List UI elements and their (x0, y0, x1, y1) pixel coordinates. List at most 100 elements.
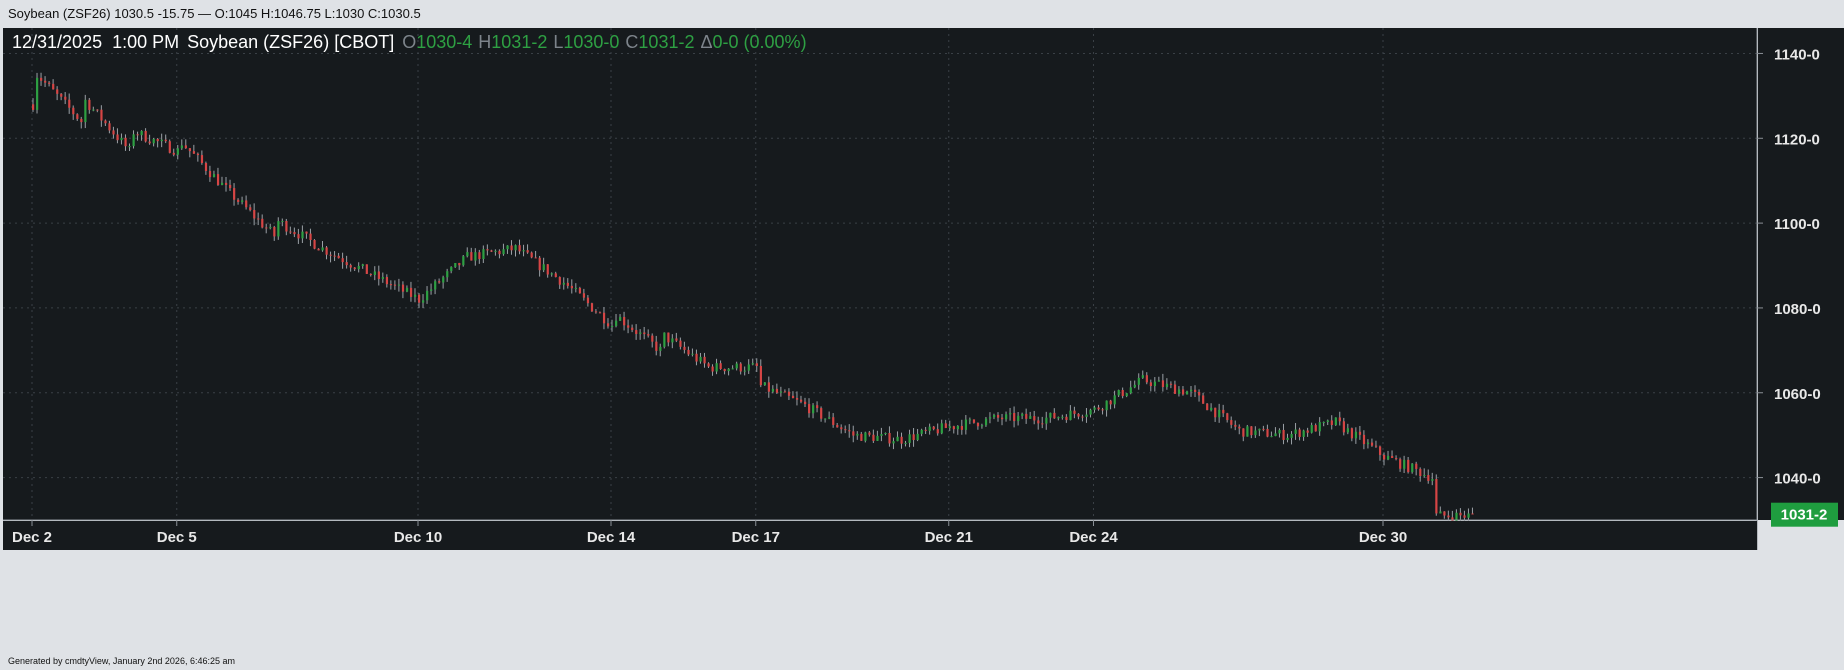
candle-body (216, 174, 220, 185)
candle-body (313, 240, 316, 249)
candle-body (703, 356, 706, 364)
candle-body (1093, 407, 1096, 410)
candle-body (1181, 389, 1185, 395)
candle-body (514, 245, 517, 251)
candle-body (816, 405, 819, 409)
candle-body (832, 417, 835, 425)
candle-body (1218, 409, 1221, 418)
candle-body (1214, 407, 1217, 418)
candle-body (401, 284, 405, 292)
candle-body (405, 287, 409, 292)
candle-body (715, 363, 718, 372)
time-tick-label: Dec 2 (12, 529, 52, 546)
candle-body (446, 271, 449, 278)
candle-body (241, 200, 244, 202)
candle-body (952, 426, 955, 430)
candle-body (1443, 511, 1446, 516)
candle-body (747, 364, 750, 371)
candle-body (1310, 425, 1313, 433)
candle-body (1045, 417, 1048, 424)
title-bar-text: Soybean (ZSF26) 1030.5 -15.75 — O:1045 H… (8, 6, 421, 21)
candle-body (619, 316, 622, 321)
candle-body (570, 285, 573, 289)
candle-body (1362, 434, 1366, 445)
candle-body (655, 341, 658, 351)
candle-body (860, 433, 863, 441)
footer-text: Generated by cmdtyView, January 2nd 2026… (8, 656, 235, 666)
candle-body (1129, 387, 1132, 394)
candle-body (1041, 423, 1044, 425)
candle-body (1009, 412, 1012, 415)
candle-body (353, 267, 356, 270)
candle-body (783, 391, 787, 393)
candle-body (1423, 475, 1426, 477)
candle-body (426, 290, 429, 301)
candle-body (341, 258, 344, 263)
candle-body (594, 311, 598, 313)
header-open-label: O (402, 32, 416, 52)
candle-body (1230, 420, 1233, 425)
candle-body (297, 234, 300, 239)
candle-body (1190, 389, 1193, 392)
candle-body (542, 264, 545, 271)
candle-body (1358, 431, 1362, 435)
candle-body (775, 388, 779, 393)
candle-body (1109, 400, 1112, 405)
candle-body (1274, 433, 1277, 437)
candle-body (719, 363, 722, 369)
price-tick-label: 1060-0 (1774, 386, 1821, 403)
candle-body (1198, 392, 1201, 396)
header-close-label: C (625, 32, 638, 52)
candle-body (1113, 395, 1116, 405)
price-chart[interactable]: 1040-0 1060-0 1080-0 1100-0 1120-0 1140-0 Dec… (0, 28, 1844, 652)
candle-body (635, 330, 638, 334)
candle-body (32, 104, 35, 110)
candle-body (434, 281, 437, 290)
candle-body (1370, 442, 1374, 446)
candle-body (562, 282, 565, 285)
candle-body (623, 316, 626, 326)
candle-body (627, 325, 630, 328)
candle-body (940, 423, 943, 434)
candle-body (466, 252, 469, 257)
grid-lines (3, 28, 1757, 520)
candle-body (1089, 409, 1092, 415)
candle-body (1435, 478, 1438, 514)
candle-body (1145, 375, 1148, 383)
time-tick-label: Dec 21 (925, 529, 973, 546)
candle-body (1194, 389, 1197, 393)
candle-body (385, 277, 389, 285)
candle-body (373, 271, 376, 275)
candle-body (1286, 437, 1289, 440)
last-price-label: 1031-2 (1781, 507, 1828, 524)
candle-body (72, 107, 75, 115)
candle-body (1463, 515, 1466, 518)
candle-body (1439, 511, 1442, 514)
candle-body (844, 429, 847, 431)
candle-body (64, 96, 67, 100)
candle-body (976, 422, 980, 427)
candle-body (1330, 420, 1333, 426)
candle-body (1157, 380, 1161, 382)
candle-body (1053, 412, 1056, 419)
candle-body (534, 257, 537, 259)
candle-body (409, 287, 413, 297)
header-high-value: 1031-2 (491, 32, 547, 52)
candle-body (667, 332, 670, 343)
price-tick-label: 1040-0 (1774, 471, 1821, 488)
candle-body (1037, 420, 1040, 424)
candle-body (1242, 428, 1245, 437)
candle-body (1049, 412, 1052, 418)
candle-body (325, 247, 328, 255)
candle-body (856, 433, 859, 436)
candle-body (1077, 413, 1080, 417)
candle-body (430, 289, 433, 291)
candle-body (84, 99, 87, 123)
candle-body (880, 434, 883, 436)
chart-area[interactable]: 1040-0 1060-0 1080-0 1100-0 1120-0 1140-0 Dec… (0, 28, 1844, 652)
price-axis: 1040-0 1060-0 1080-0 1100-0 1120-0 1140-0 (1757, 46, 1821, 488)
candle-body (550, 273, 553, 275)
candle-body (56, 89, 59, 94)
candle-body (691, 353, 694, 355)
candle-body (494, 250, 497, 252)
